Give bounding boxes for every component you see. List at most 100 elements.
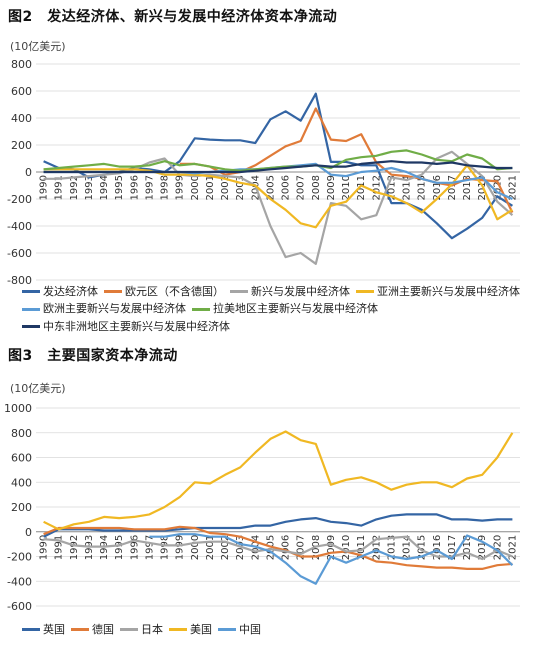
fig3-x-tick-label: 2012: [371, 535, 382, 560]
fig3-y-tick-label: -200: [7, 551, 32, 564]
fig2-legend-label: 发达经济体: [43, 284, 98, 298]
fig2-legend-item: 新兴与发展中经济体: [230, 284, 350, 300]
fig3-x-tick-label: 2021: [507, 535, 518, 560]
fig3-y-tick-label: 1000: [4, 402, 32, 415]
fig2-legend-swatch: [22, 307, 40, 311]
figure3-unit-label: (10亿美元): [10, 382, 66, 395]
fig3-x-tick-label: 1999: [175, 535, 186, 560]
fig3-y-tick-label: 800: [11, 427, 32, 440]
fig2-legend-row: 中东非洲地区主要新兴与发展中经济体: [22, 317, 526, 335]
fig2-x-tick-label: 2003: [235, 175, 246, 200]
fig3-y-tick-label: 200: [11, 501, 32, 514]
figure3-legend: 英国 德国 日本 美国 中国: [22, 620, 267, 638]
fig2-x-tick-label: 1994: [99, 175, 110, 200]
fig3-x-tick-label: 2011: [356, 535, 367, 560]
fig2-legend-swatch: [22, 325, 40, 328]
fig3-legend-label: 中国: [239, 622, 261, 636]
fig3-legend-label: 德国: [92, 622, 114, 636]
fig2-legend-swatch: [230, 290, 248, 293]
fig3-x-tick-label: 2014: [402, 535, 413, 560]
fig2-legend-item: 欧元区（不含德国）: [104, 284, 224, 300]
fig2-x-tick-label: 2021: [507, 175, 518, 200]
fig3-y-tick-label: -400: [7, 575, 32, 588]
figure2-unit-label: (10亿美元): [10, 40, 66, 53]
fig3-x-tick-label: 2013: [386, 535, 397, 560]
fig3-x-tick-label: 1997: [144, 535, 155, 560]
fig2-x-tick-label: 1995: [114, 175, 125, 200]
fig2-x-tick-label: 1992: [69, 175, 80, 200]
fig3-legend-row: 英国 德国 日本 美国 中国: [22, 620, 267, 638]
fig3-legend-label: 美国: [190, 622, 212, 636]
fig3-x-tick-label: 2000: [190, 535, 201, 560]
fig3-x-tick-label: 2016: [432, 535, 443, 560]
fig2-legend-swatch: [22, 290, 40, 293]
fig2-y-tick-label: 200: [11, 139, 32, 152]
fig3-x-tick-label: 2001: [205, 535, 216, 560]
fig2-x-tick-label: 1997: [144, 175, 155, 200]
fig2-y-tick-label: -600: [7, 247, 32, 260]
fig3-legend-item: 德国: [71, 622, 114, 638]
fig2-legend-item: 欧洲主要新兴与发展中经济体: [22, 301, 186, 317]
fig3-legend-item: 中国: [218, 622, 261, 638]
fig2-x-tick-label: 1990: [39, 175, 50, 200]
fig3-series-line-0: [43, 513, 513, 538]
fig2-series-line-6: [43, 160, 513, 174]
fig2-x-tick-label: 1998: [160, 175, 171, 200]
fig3-legend-label: 英国: [43, 622, 65, 636]
fig2-y-tick-label: 600: [11, 85, 32, 98]
fig3-x-tick-label: 2019: [477, 535, 488, 560]
fig2-x-tick-label: 2020: [492, 175, 503, 200]
fig2-legend-label: 新兴与发展中经济体: [251, 284, 350, 298]
fig3-y-tick-label: 600: [11, 452, 32, 465]
fig3-legend-swatch: [169, 628, 187, 631]
fig2-y-tick-label: -200: [7, 193, 32, 206]
fig2-x-tick-label: 2006: [281, 175, 292, 200]
fig3-x-tick-label: 2010: [341, 535, 352, 560]
fig2-series-line-3: [43, 164, 513, 229]
fig2-legend-label: 中东非洲地区主要新兴与发展中经济体: [43, 319, 230, 333]
fig3-x-tick-label: 2015: [417, 535, 428, 560]
fig2-x-tick-label: 2018: [462, 175, 473, 200]
fig2-legend-label: 欧元区（不含德国）: [125, 284, 224, 298]
fig3-legend-swatch: [22, 628, 40, 631]
fig2-legend-label: 拉美地区主要新兴与发展中经济体: [213, 302, 378, 315]
fig2-x-tick-label: 2000: [190, 175, 201, 200]
fig2-x-tick-label: 2002: [220, 175, 231, 200]
fig2-x-tick-label: 1996: [129, 175, 140, 200]
fig3-legend-item: 英国: [22, 622, 65, 638]
fig3-x-tick-label: 1995: [114, 535, 125, 560]
fig2-x-tick-label: 1999: [175, 175, 186, 200]
fig3-x-tick-label: 1996: [129, 535, 140, 560]
fig2-x-tick-label: 1993: [84, 175, 95, 200]
fig3-y-tick-label: -600: [7, 600, 32, 613]
fig2-y-tick-label: -800: [7, 274, 32, 287]
fig3-y-tick-label: 0: [25, 526, 32, 539]
fig3-series-line-3: [43, 430, 514, 531]
fig2-legend-label: 亚洲主要新兴与发展中经济体: [377, 284, 520, 298]
fig3-x-tick-label: 2018: [462, 535, 473, 560]
fig2-x-tick-label: 2005: [265, 175, 276, 200]
fig3-x-tick-label: 1991: [54, 535, 65, 560]
fig2-x-tick-label: 1991: [54, 175, 65, 200]
fig2-legend-item: 拉美地区主要新兴与发展中经济体: [192, 301, 378, 317]
fig3-series-line-2: [43, 535, 513, 561]
fig3-x-tick-label: 1998: [160, 535, 171, 560]
fig3-series-line-1: [43, 525, 513, 570]
fig2-legend-swatch: [192, 307, 210, 311]
fig3-x-tick-label: 2002: [220, 535, 231, 560]
fig2-x-tick-label: 2001: [205, 175, 216, 200]
fig2-x-tick-label: 2007: [296, 175, 307, 200]
fig2-x-tick-label: 2015: [417, 175, 428, 200]
fig3-legend-item: 日本: [120, 622, 163, 638]
fig3-x-tick-label: 1992: [69, 535, 80, 560]
fig2-legend-row: 欧洲主要新兴与发展中经济体 拉美地区主要新兴与发展中经济体: [22, 300, 526, 318]
fig2-x-tick-label: 2009: [326, 175, 337, 200]
fig3-x-tick-label: 2017: [447, 535, 458, 560]
fig3-legend-swatch: [120, 628, 138, 631]
fig2-legend-row: 发达经济体 欧元区（不含德国） 新兴与发展中经济体 亚洲主要新兴与发展中经济体: [22, 282, 526, 300]
fig2-legend-item: 亚洲主要新兴与发展中经济体: [356, 284, 520, 300]
fig3-x-tick-label: 2006: [281, 535, 292, 560]
fig2-legend-label: 欧洲主要新兴与发展中经济体: [43, 302, 186, 315]
